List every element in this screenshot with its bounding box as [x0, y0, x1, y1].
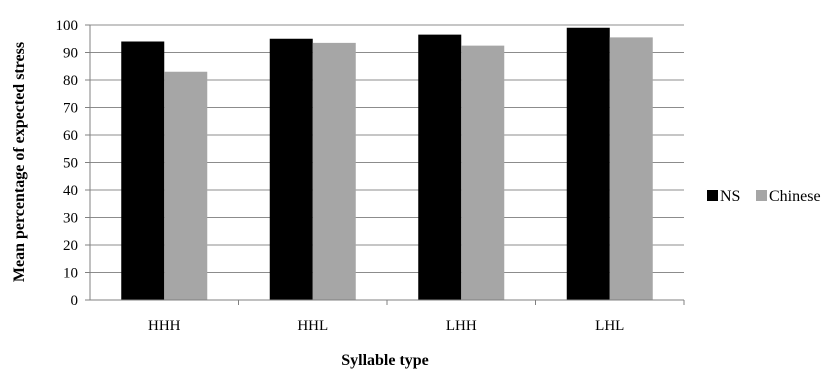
- x-axis-title: Syllable type: [341, 352, 429, 369]
- bar-ns-lhl: [566, 27, 610, 300]
- y-tick-label: 70: [63, 101, 78, 117]
- y-tick-label: 30: [63, 211, 78, 227]
- y-tick-label: 60: [63, 128, 78, 144]
- bar-chinese-hhh: [164, 71, 208, 300]
- legend-label-chinese: Chinese: [769, 188, 821, 205]
- bar-ns-lhh: [418, 34, 462, 300]
- bar-ns-hhl: [269, 38, 313, 300]
- bar-chinese-lhl: [609, 37, 653, 300]
- y-tick-label: 40: [63, 183, 78, 199]
- legend-swatch-ns: [707, 190, 718, 201]
- y-tick-label: 50: [63, 156, 78, 172]
- y-tick-label: 90: [63, 46, 78, 62]
- x-tick-label: LHH: [446, 318, 477, 334]
- legend: NS Chinese: [707, 188, 821, 205]
- y-tick-label: 100: [56, 18, 79, 34]
- y-tick-label: 80: [63, 73, 78, 89]
- y-tick-label: 0: [71, 293, 79, 309]
- axes: [85, 24, 685, 305]
- bar-chinese-lhh: [461, 45, 505, 300]
- bar-ns-hhh: [121, 41, 165, 300]
- legend-swatch-chinese: [756, 190, 767, 201]
- x-tick-label: HHH: [148, 318, 181, 334]
- x-tick-labels: HHH HHL LHH LHL: [148, 318, 624, 334]
- y-tick-label: 10: [63, 266, 78, 282]
- y-tick-labels: 0 10 20 30 40 50 60 70 80 90 100: [56, 18, 79, 309]
- x-tick-label: HHL: [297, 318, 328, 334]
- bars: [121, 27, 653, 300]
- bar-chinese-hhl: [312, 42, 356, 300]
- x-tick-label: LHL: [595, 318, 624, 334]
- y-tick-label: 20: [63, 238, 78, 254]
- legend-label-ns: NS: [720, 188, 740, 205]
- y-axis-title: Mean percentage of expected stress: [11, 42, 28, 282]
